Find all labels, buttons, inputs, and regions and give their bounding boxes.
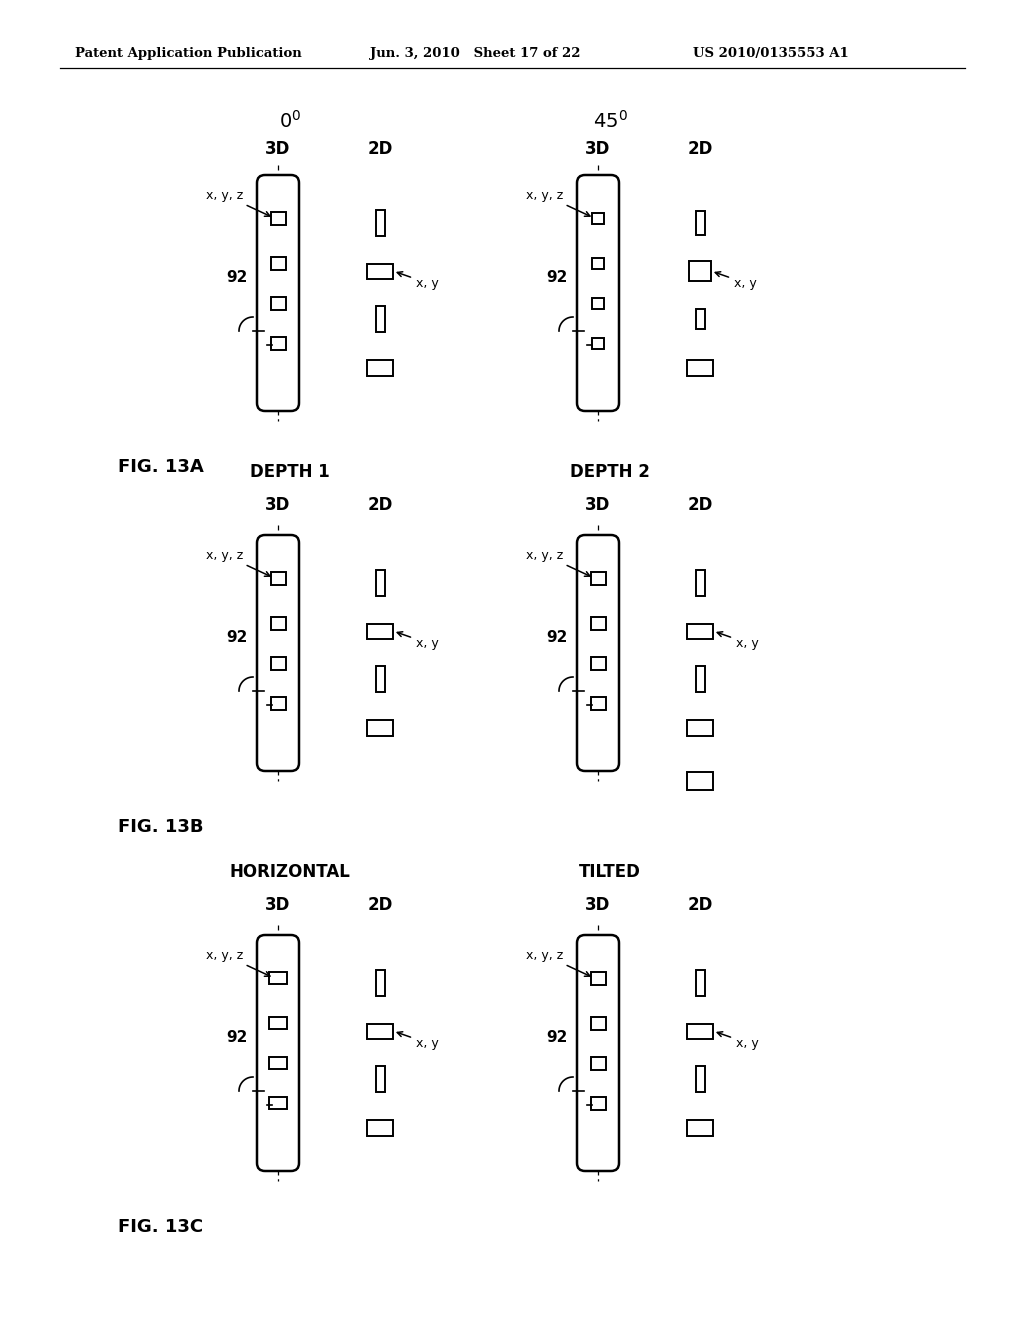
Bar <box>270 337 286 350</box>
FancyBboxPatch shape <box>577 176 618 411</box>
Bar <box>689 261 711 281</box>
Text: x, y: x, y <box>715 272 757 289</box>
Text: 3D: 3D <box>586 896 610 913</box>
Text: 3D: 3D <box>265 896 291 913</box>
Text: FIG. 13C: FIG. 13C <box>118 1218 203 1236</box>
Text: 2D: 2D <box>687 496 713 513</box>
Text: TILTED: TILTED <box>579 863 641 880</box>
Bar <box>367 1119 393 1137</box>
Text: 2D: 2D <box>368 140 392 158</box>
Text: 92: 92 <box>226 1031 248 1045</box>
Bar <box>687 623 713 639</box>
Bar <box>695 1067 705 1092</box>
Text: 3D: 3D <box>265 140 291 158</box>
Text: $0^0$: $0^0$ <box>279 110 301 132</box>
Text: 3D: 3D <box>586 140 610 158</box>
FancyBboxPatch shape <box>577 535 618 771</box>
FancyBboxPatch shape <box>577 935 618 1171</box>
Bar <box>269 972 287 983</box>
Bar <box>270 572 286 585</box>
Bar <box>367 1023 393 1039</box>
FancyBboxPatch shape <box>257 176 299 411</box>
Text: x, y, z: x, y, z <box>526 549 590 577</box>
Text: HORIZONTAL: HORIZONTAL <box>229 863 350 880</box>
Bar <box>591 1016 605 1030</box>
Bar <box>269 1016 287 1030</box>
Bar <box>376 1067 384 1092</box>
Text: 2D: 2D <box>687 140 713 158</box>
Bar <box>687 1119 713 1137</box>
Bar <box>687 772 713 789</box>
Bar <box>376 970 384 997</box>
Bar <box>592 213 604 223</box>
Text: FIG. 13A: FIG. 13A <box>118 458 204 477</box>
Text: US 2010/0135553 A1: US 2010/0135553 A1 <box>693 48 849 61</box>
Text: DEPTH 2: DEPTH 2 <box>570 463 650 480</box>
Bar <box>376 667 384 692</box>
Bar <box>269 1097 287 1109</box>
Bar <box>367 623 393 639</box>
Bar <box>591 572 605 585</box>
Bar <box>695 970 705 997</box>
Bar <box>687 360 713 376</box>
Bar <box>695 667 705 692</box>
Bar <box>695 211 705 235</box>
Text: Jun. 3, 2010   Sheet 17 of 22: Jun. 3, 2010 Sheet 17 of 22 <box>370 48 581 61</box>
Bar <box>376 570 384 597</box>
Bar <box>592 338 604 348</box>
Bar <box>376 306 384 333</box>
Text: 92: 92 <box>226 631 248 645</box>
Text: FIG. 13B: FIG. 13B <box>118 818 204 836</box>
Bar <box>591 1097 605 1110</box>
Text: x, y, z: x, y, z <box>206 189 270 216</box>
Bar <box>591 697 605 710</box>
Text: x, y, z: x, y, z <box>526 949 590 977</box>
Text: x, y: x, y <box>397 272 438 289</box>
Bar <box>270 656 286 669</box>
Bar <box>270 697 286 710</box>
Bar <box>376 210 384 236</box>
Text: x, y: x, y <box>397 632 438 649</box>
Bar <box>270 256 286 269</box>
Bar <box>367 360 393 376</box>
Text: 2D: 2D <box>687 896 713 913</box>
Text: 92: 92 <box>546 271 567 285</box>
Bar <box>591 656 605 669</box>
Bar <box>367 719 393 737</box>
Bar <box>695 309 705 329</box>
Bar <box>695 570 705 597</box>
Text: x, y: x, y <box>717 632 759 649</box>
Bar <box>687 1023 713 1039</box>
Text: 2D: 2D <box>368 496 392 513</box>
FancyBboxPatch shape <box>257 535 299 771</box>
Bar <box>592 297 604 309</box>
Bar <box>591 972 605 985</box>
Text: 3D: 3D <box>265 496 291 513</box>
FancyBboxPatch shape <box>257 935 299 1171</box>
Bar <box>270 211 286 224</box>
Text: x, y: x, y <box>717 1032 759 1049</box>
Bar <box>591 1056 605 1069</box>
Text: 92: 92 <box>546 1031 567 1045</box>
Text: DEPTH 1: DEPTH 1 <box>250 463 330 480</box>
Bar <box>687 719 713 737</box>
Bar <box>270 297 286 309</box>
Text: x, y, z: x, y, z <box>526 189 590 216</box>
Text: Patent Application Publication: Patent Application Publication <box>75 48 302 61</box>
Bar <box>270 616 286 630</box>
Bar <box>591 616 605 630</box>
Text: 3D: 3D <box>586 496 610 513</box>
Text: x, y, z: x, y, z <box>206 949 270 977</box>
Bar <box>269 1057 287 1069</box>
Bar <box>592 257 604 268</box>
Text: 92: 92 <box>226 271 248 285</box>
Text: 92: 92 <box>546 631 567 645</box>
Text: 2D: 2D <box>368 896 392 913</box>
Text: x, y: x, y <box>397 1032 438 1049</box>
Text: x, y, z: x, y, z <box>206 549 270 577</box>
Bar <box>367 264 393 279</box>
Text: $45^0$: $45^0$ <box>593 110 628 132</box>
